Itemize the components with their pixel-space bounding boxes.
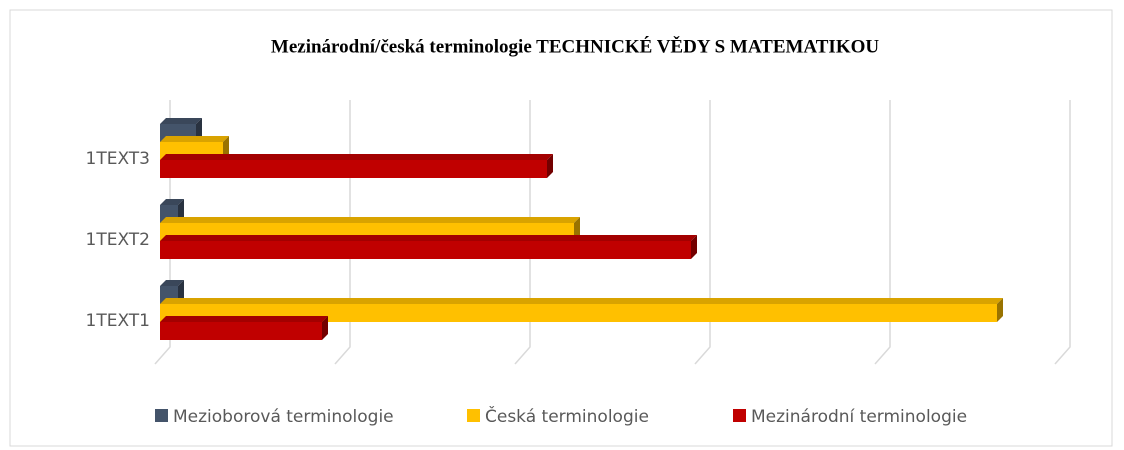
bar-top xyxy=(160,199,184,205)
legend-label: Mezinárodní terminologie xyxy=(751,407,967,427)
bar-side xyxy=(691,235,697,259)
bar-top xyxy=(160,235,697,241)
bar-top xyxy=(160,154,553,160)
grid-line xyxy=(514,100,531,365)
bar-side xyxy=(547,154,553,178)
grid-line xyxy=(1054,100,1071,365)
bar-side xyxy=(997,298,1003,322)
bar-top xyxy=(160,136,229,142)
legend-swatch xyxy=(467,409,480,422)
bar-top xyxy=(160,280,184,286)
legend-swatch xyxy=(733,409,746,422)
bar xyxy=(160,160,547,178)
bar-top xyxy=(160,298,1003,304)
legend-swatch xyxy=(155,409,168,422)
y-tick-label: 1TEXT1 xyxy=(86,311,151,331)
grid-line xyxy=(334,100,351,365)
grid-line xyxy=(154,100,171,365)
bar-side xyxy=(322,316,328,340)
grid-line xyxy=(694,100,711,365)
bar-top xyxy=(160,217,580,223)
grid-line xyxy=(874,100,891,365)
legend-label: Česká terminologie xyxy=(485,405,649,427)
legend-label: Mezioborová terminologie xyxy=(173,407,394,427)
y-tick-label: 1TEXT2 xyxy=(86,230,151,250)
bar xyxy=(160,304,997,322)
bar xyxy=(160,241,691,259)
y-tick-label: 1TEXT3 xyxy=(86,149,151,169)
bar xyxy=(160,322,322,340)
bar-top xyxy=(160,316,328,322)
chart-title: Mezinárodní/česká terminologie TECHNICKÉ… xyxy=(271,35,879,57)
bar-top xyxy=(160,118,202,124)
